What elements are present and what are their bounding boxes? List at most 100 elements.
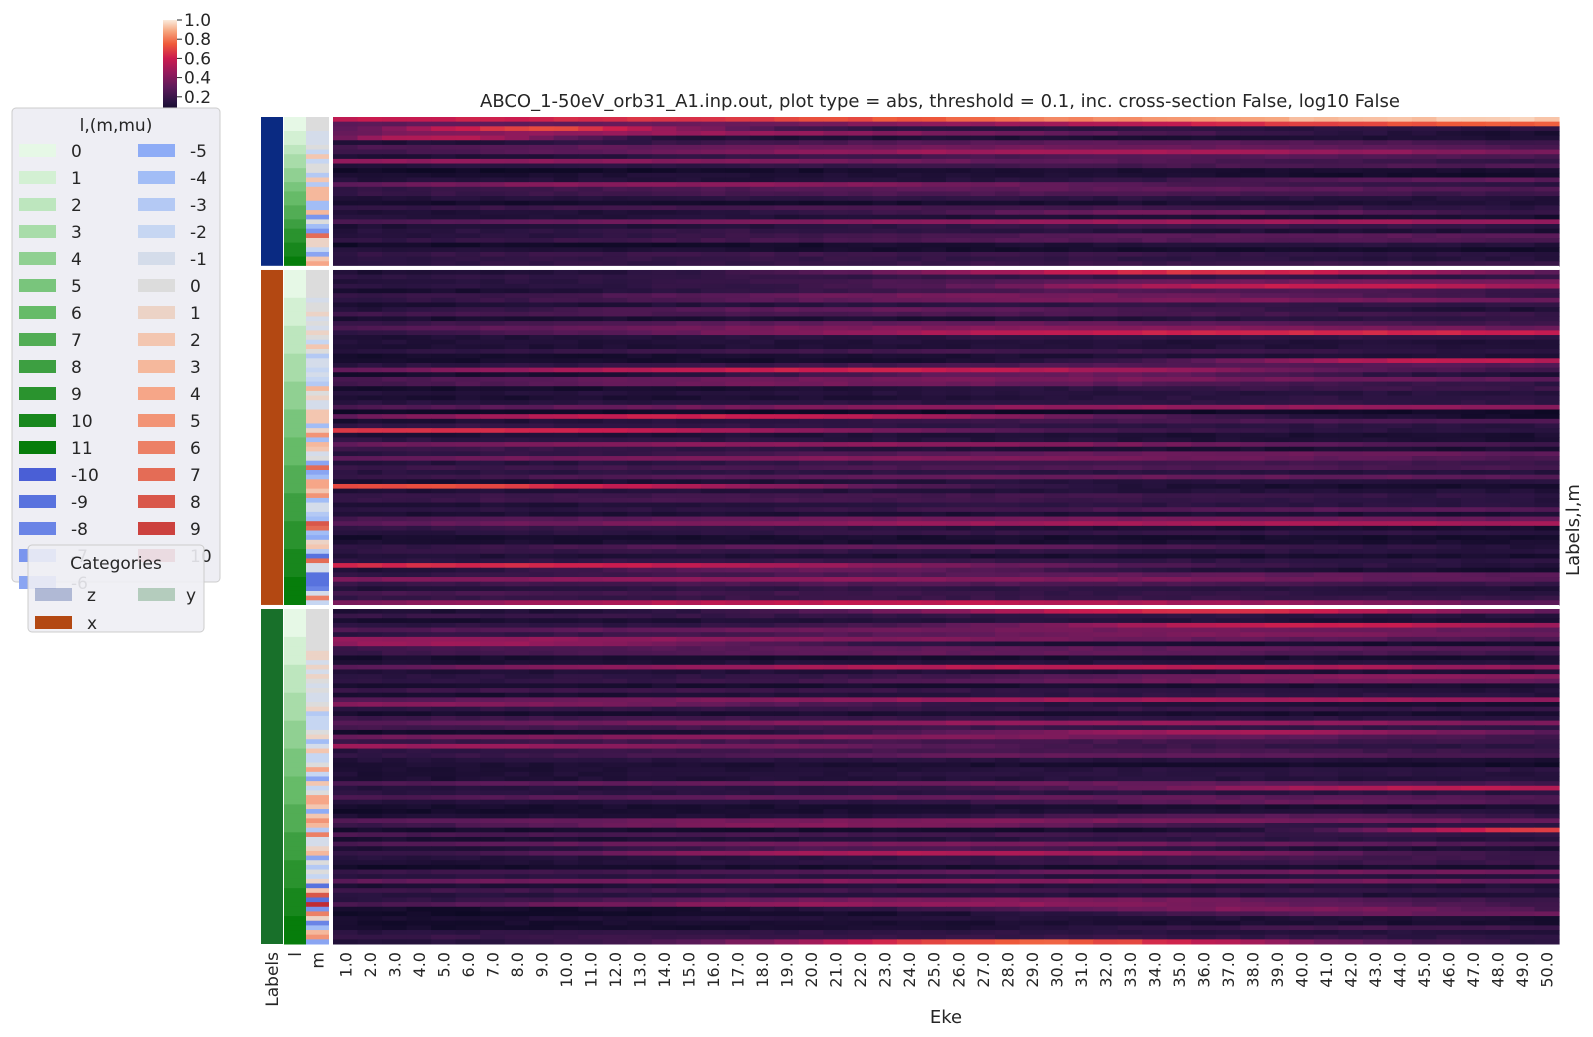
heatmap-cell: [357, 121, 383, 127]
heatmap-cell: [1093, 516, 1119, 522]
heatmap-cell: [1509, 442, 1536, 448]
heatmap-cell: [357, 502, 383, 508]
heatmap-cell: [872, 539, 898, 545]
heatmap-cell: [749, 172, 775, 178]
heatmap-cell: [1362, 335, 1388, 341]
heatmap-cell: [823, 233, 849, 239]
heatmap-cell: [578, 205, 604, 211]
heatmap-cell: [676, 353, 702, 359]
row-color-l: [284, 460, 306, 466]
heatmap-cell: [1191, 516, 1217, 522]
heatmap-cell: [504, 121, 530, 127]
heatmap-cell: [578, 149, 604, 155]
heatmap-cell: [406, 149, 432, 155]
heatmap-cell: [1166, 126, 1192, 132]
row-color-m: [306, 196, 329, 202]
heatmap-cell: [798, 191, 824, 197]
heatmap-cell: [431, 325, 457, 331]
heatmap-cell: [553, 539, 579, 545]
heatmap-cell: [995, 367, 1021, 373]
heatmap-cell: [1387, 330, 1413, 336]
heatmap-cell: [725, 279, 751, 285]
heatmap-cell: [504, 521, 530, 527]
heatmap-cell: [970, 233, 996, 239]
heatmap-cell: [1142, 130, 1168, 137]
heatmap-cell: [651, 228, 677, 234]
heatmap-cell: [1264, 135, 1290, 141]
heatmap-cell: [1436, 121, 1462, 127]
heatmap-cell: [1289, 395, 1315, 401]
heatmap-cell: [1044, 330, 1070, 336]
heatmap-cell: [1313, 214, 1339, 220]
heatmap-cell: [872, 144, 898, 151]
heatmap-cell: [1387, 358, 1413, 364]
heatmap-cell: [946, 140, 972, 146]
heatmap-cell: [1142, 535, 1168, 541]
heatmap-cell: [946, 502, 972, 508]
row-color-l: [284, 688, 306, 694]
heatmap-cell: [1166, 428, 1192, 434]
heatmap-cell: [1117, 456, 1143, 462]
heatmap-cell: [651, 432, 677, 438]
heatmap-cell: [1019, 349, 1045, 355]
heatmap-cell: [382, 168, 408, 174]
heatmap-cell: [946, 288, 972, 294]
heatmap-cell: [774, 432, 800, 438]
heatmap-cell: [896, 149, 923, 155]
heatmap-cell: [970, 479, 996, 485]
heatmap-cell: [1289, 465, 1315, 471]
heatmap-cell: [553, 353, 579, 359]
heatmap-cell: [333, 483, 359, 490]
heatmap-cell: [798, 535, 824, 541]
heatmap-cell: [1240, 474, 1266, 480]
heatmap-cell: [725, 474, 751, 480]
heatmap-cell: [1289, 154, 1315, 160]
heatmap-cell: [651, 279, 677, 285]
heatmap-cell: [995, 483, 1021, 490]
heatmap-cell: [1044, 311, 1070, 317]
heatmap-cell: [1264, 297, 1290, 303]
heatmap-cell: [676, 497, 702, 504]
heatmap-cell: [798, 269, 824, 276]
heatmap-cell: [1142, 507, 1168, 513]
heatmap-cell: [1460, 144, 1487, 151]
heatmap-cell: [725, 353, 751, 359]
heatmap-cell: [1436, 404, 1462, 411]
row-color-l: [284, 288, 306, 294]
heatmap-cell: [1264, 205, 1290, 211]
heatmap-cell: [970, 465, 996, 471]
heatmap-cell: [1509, 446, 1536, 452]
row-color-m: [306, 261, 329, 267]
heatmap-cell: [455, 335, 481, 341]
heatmap-cell: [1509, 483, 1536, 490]
heatmap-cell: [627, 502, 653, 508]
heatmap-cell: [1068, 446, 1094, 452]
heatmap-cell: [749, 293, 775, 299]
heatmap-cell: [553, 456, 579, 462]
heatmap-cell: [504, 376, 530, 383]
row-color-m: [306, 618, 329, 624]
heatmap-cell: [1215, 456, 1241, 462]
heatmap-cell: [455, 409, 481, 415]
heatmap-cell: [1166, 418, 1192, 424]
row-color-l: [284, 641, 306, 647]
heatmap-cell: [480, 261, 506, 267]
heatmap-cell: [602, 311, 628, 317]
heatmap-cell: [1338, 470, 1364, 476]
heatmap-cell: [1436, 274, 1462, 280]
heatmap-cell: [1338, 381, 1364, 387]
heatmap-cell: [431, 214, 457, 220]
heatmap-cell: [1534, 219, 1560, 225]
heatmap-cell: [921, 205, 947, 211]
heatmap-cell: [602, 521, 628, 527]
heatmap-cell: [798, 154, 824, 160]
heatmap-cell: [1264, 293, 1290, 299]
heatmap-cell: [1387, 256, 1413, 262]
row-color-m: [306, 386, 329, 392]
heatmap-cell: [774, 474, 800, 480]
heatmap-cell: [1191, 228, 1217, 234]
heatmap-cell: [357, 442, 383, 448]
heatmap-cell: [1117, 488, 1143, 494]
heatmap-cell: [1460, 224, 1487, 230]
heatmap-cell: [406, 349, 432, 355]
